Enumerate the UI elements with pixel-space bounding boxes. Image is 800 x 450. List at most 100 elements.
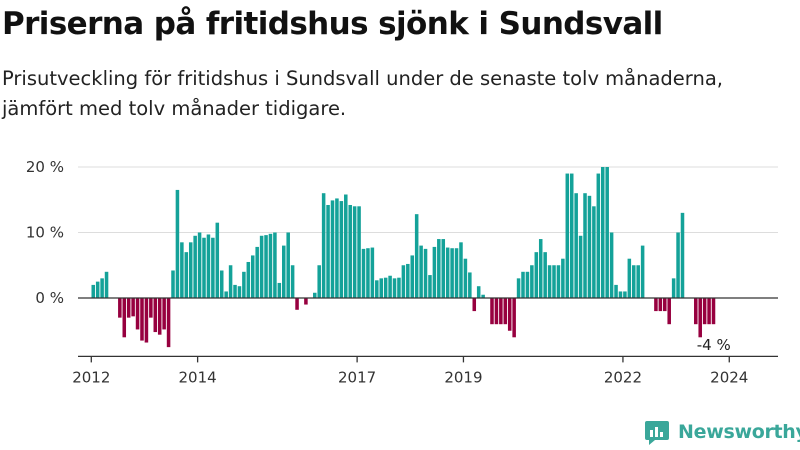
bar bbox=[419, 245, 423, 298]
bar bbox=[149, 298, 153, 318]
y-tick-label: 20 % bbox=[26, 158, 64, 176]
bar bbox=[414, 214, 419, 298]
bar bbox=[503, 298, 508, 325]
bar bbox=[605, 167, 609, 298]
bar bbox=[667, 298, 671, 325]
bar bbox=[574, 193, 578, 298]
bar bbox=[277, 282, 282, 298]
bar bbox=[162, 298, 166, 330]
bar bbox=[157, 298, 162, 335]
bar bbox=[569, 173, 574, 298]
bar bbox=[228, 265, 233, 298]
bar bbox=[600, 167, 605, 298]
bar bbox=[131, 298, 135, 317]
x-tick-label: 2014 bbox=[179, 368, 217, 386]
bar bbox=[313, 292, 317, 298]
bar bbox=[437, 239, 441, 298]
bar bbox=[118, 298, 122, 318]
bar bbox=[658, 298, 663, 312]
bar bbox=[397, 277, 401, 298]
bar bbox=[246, 261, 251, 298]
bar bbox=[627, 258, 632, 298]
bar bbox=[640, 245, 645, 298]
bar bbox=[556, 265, 561, 298]
bar bbox=[565, 173, 570, 298]
bar bbox=[286, 232, 290, 298]
bar bbox=[654, 298, 658, 312]
bars bbox=[91, 167, 716, 348]
bar bbox=[388, 275, 392, 298]
bar bbox=[392, 278, 397, 298]
bar bbox=[104, 271, 109, 298]
bar bbox=[219, 270, 224, 298]
bar bbox=[126, 298, 131, 318]
logo-name: Newsworthy bbox=[678, 421, 800, 443]
bar bbox=[166, 298, 171, 348]
bar bbox=[410, 255, 415, 298]
bar bbox=[432, 246, 437, 298]
bar bbox=[344, 194, 348, 298]
bar bbox=[357, 206, 361, 298]
bar bbox=[273, 232, 277, 298]
bar bbox=[348, 204, 352, 298]
bar bbox=[361, 248, 366, 299]
bar bbox=[525, 271, 530, 298]
bar bbox=[472, 298, 477, 312]
grid-lines bbox=[78, 166, 778, 233]
bar bbox=[255, 246, 259, 298]
labels: 0 % 10 % 20 % 2012 2014 2017 2019 2022 2024 -4 % bbox=[26, 158, 748, 386]
bar bbox=[494, 298, 499, 325]
bar bbox=[423, 248, 428, 299]
bar bbox=[663, 298, 667, 312]
bar bbox=[180, 242, 184, 298]
bar bbox=[224, 291, 228, 298]
x-tick-label: 2012 bbox=[72, 368, 110, 386]
bar bbox=[144, 298, 149, 343]
bar bbox=[406, 263, 410, 298]
x-tick-label: 2024 bbox=[710, 368, 748, 386]
bar bbox=[250, 255, 255, 298]
bar bbox=[264, 235, 268, 298]
x-tick-label: 2019 bbox=[444, 368, 482, 386]
newsworthy-logo: Newsworthy bbox=[644, 418, 800, 446]
bar bbox=[184, 252, 189, 298]
bar bbox=[450, 248, 454, 298]
bar bbox=[335, 198, 339, 298]
bar bbox=[583, 193, 587, 298]
bar bbox=[352, 206, 357, 298]
bar bbox=[379, 278, 383, 298]
bar bbox=[592, 206, 596, 298]
bar bbox=[468, 272, 472, 298]
bar bbox=[538, 239, 543, 298]
newsworthy-chart-icon bbox=[645, 421, 669, 445]
bar bbox=[481, 294, 485, 298]
bar bbox=[463, 258, 468, 298]
bar bbox=[383, 277, 388, 298]
bar bbox=[552, 265, 556, 298]
bar bbox=[454, 248, 459, 298]
bar bbox=[370, 247, 375, 298]
bar bbox=[375, 280, 379, 298]
bar bbox=[521, 271, 525, 298]
bar bbox=[530, 265, 534, 298]
bar bbox=[499, 298, 503, 325]
bar bbox=[188, 242, 193, 298]
bar bbox=[211, 237, 215, 298]
bar bbox=[401, 265, 406, 298]
bar bbox=[516, 278, 521, 298]
bar bbox=[95, 281, 100, 299]
bar bbox=[671, 278, 676, 298]
bar bbox=[321, 193, 326, 298]
bar bbox=[507, 298, 512, 331]
bar bbox=[122, 298, 127, 338]
bar bbox=[445, 247, 450, 298]
bar bbox=[339, 201, 344, 298]
bar bbox=[618, 291, 623, 298]
bar bbox=[702, 298, 707, 325]
bar bbox=[711, 298, 716, 325]
bar bbox=[282, 245, 286, 298]
bar bbox=[614, 284, 618, 298]
bar bbox=[237, 286, 242, 298]
bar bbox=[676, 232, 680, 298]
